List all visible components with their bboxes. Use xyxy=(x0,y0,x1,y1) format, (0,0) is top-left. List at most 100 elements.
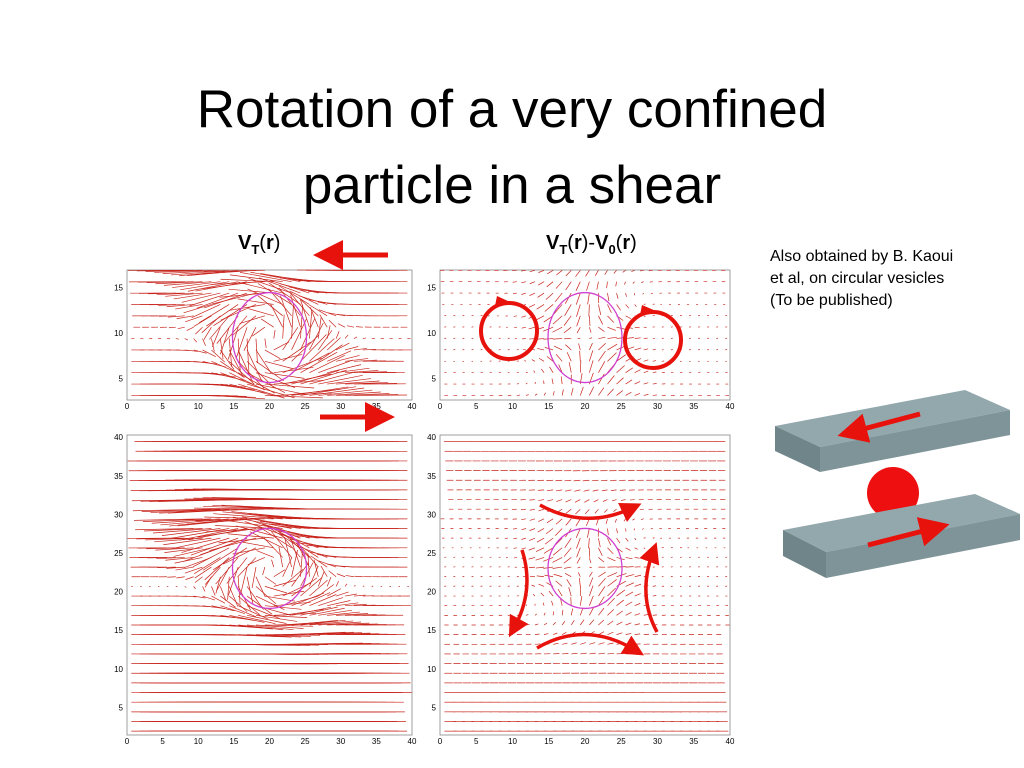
vector xyxy=(282,582,312,597)
vector xyxy=(622,270,626,273)
vector xyxy=(598,557,605,563)
vector xyxy=(534,613,537,616)
vector xyxy=(652,371,657,374)
x-tick-label: 15 xyxy=(544,402,553,411)
vector xyxy=(344,358,369,362)
vector xyxy=(202,547,239,571)
vector xyxy=(607,572,618,578)
vector xyxy=(541,368,545,373)
vector xyxy=(555,528,563,536)
vector xyxy=(571,652,578,655)
vector xyxy=(650,292,653,294)
vector xyxy=(575,281,581,291)
x-tick-label: 10 xyxy=(508,402,517,411)
vector xyxy=(536,575,545,578)
vector xyxy=(557,588,563,597)
slab-arrow xyxy=(837,411,921,443)
vector xyxy=(300,386,357,396)
vector xyxy=(335,342,350,351)
x-tick-label: 25 xyxy=(617,402,626,411)
vector xyxy=(223,315,248,344)
vector xyxy=(589,337,593,339)
vector xyxy=(291,549,298,577)
vector xyxy=(251,567,257,588)
vector xyxy=(194,557,221,575)
vector xyxy=(228,304,265,311)
vector xyxy=(291,606,332,616)
vector xyxy=(555,518,563,525)
vector xyxy=(625,557,633,560)
vector xyxy=(232,516,292,529)
vector xyxy=(145,537,194,541)
vector xyxy=(529,518,536,521)
vector xyxy=(220,372,255,386)
vector xyxy=(186,326,194,331)
vector xyxy=(614,518,617,523)
vector xyxy=(300,299,310,328)
vector xyxy=(641,281,644,283)
vector xyxy=(194,566,212,579)
vector xyxy=(336,393,390,396)
vector xyxy=(235,327,248,359)
vector xyxy=(327,611,360,616)
vector xyxy=(273,329,276,339)
vector xyxy=(175,338,180,340)
vector xyxy=(310,555,328,568)
vector xyxy=(163,281,212,286)
flow-arrow xyxy=(508,549,529,638)
vector xyxy=(232,547,265,555)
vector xyxy=(291,319,307,351)
label-part: )- xyxy=(581,232,596,254)
vector xyxy=(625,367,634,373)
x-tick-label: 40 xyxy=(726,402,735,411)
vector xyxy=(264,338,267,348)
vector xyxy=(345,603,367,607)
vector xyxy=(163,537,212,546)
vector xyxy=(589,315,591,326)
vector xyxy=(563,557,572,564)
vector xyxy=(536,304,545,310)
vector-plot: 0 5 10 15 20 25 30 35 40 5 10 15 xyxy=(114,269,417,411)
vector xyxy=(643,359,649,362)
vector xyxy=(552,622,556,626)
vector xyxy=(309,620,354,626)
vector xyxy=(625,292,627,297)
y-tick-label: 10 xyxy=(427,329,436,338)
vector xyxy=(625,547,631,551)
label-part: ( xyxy=(615,232,623,254)
vector xyxy=(345,382,389,385)
vector xyxy=(336,623,378,626)
vector xyxy=(216,566,230,592)
vector xyxy=(255,624,304,629)
vector xyxy=(620,499,626,501)
vector xyxy=(575,528,581,539)
vector xyxy=(538,270,545,273)
vector xyxy=(563,547,572,557)
vector xyxy=(211,372,246,381)
vector xyxy=(528,304,536,308)
vector xyxy=(512,528,517,530)
note-line: (To be published) xyxy=(770,292,893,309)
vector xyxy=(337,323,346,328)
x-tick-label: 10 xyxy=(194,402,203,411)
vector xyxy=(616,365,625,373)
vector xyxy=(144,528,203,532)
vector xyxy=(575,292,581,305)
vector xyxy=(554,292,563,303)
vector xyxy=(588,304,590,317)
vector xyxy=(616,599,625,606)
vector xyxy=(532,594,536,597)
vector xyxy=(193,586,196,590)
vector xyxy=(607,587,616,597)
vector xyxy=(568,587,572,597)
vector xyxy=(558,364,563,373)
vector xyxy=(652,349,656,351)
vector xyxy=(598,642,605,645)
vector xyxy=(633,528,635,531)
x-tick-label: 35 xyxy=(689,737,698,746)
vector xyxy=(533,370,536,373)
panel-label: VT(r)-V0(r) xyxy=(546,232,637,257)
vector xyxy=(309,354,345,374)
